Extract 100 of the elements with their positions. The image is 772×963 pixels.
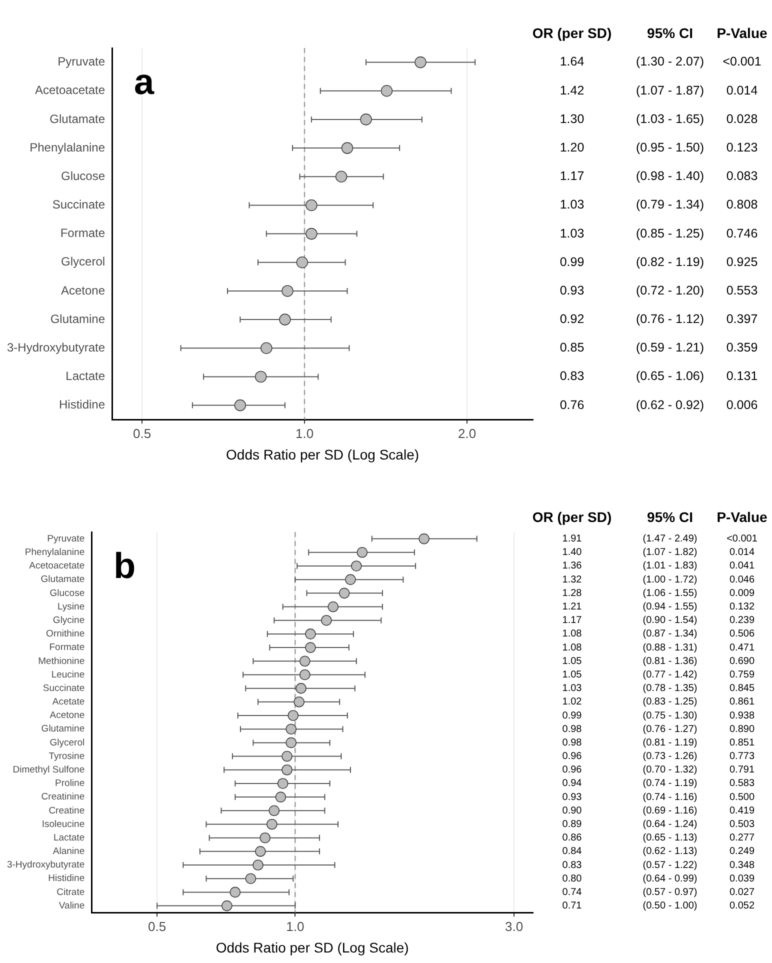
text: 0.759	[729, 669, 755, 680]
y-tick-label: Citrate	[56, 886, 85, 898]
data-label: 0.98	[562, 724, 582, 735]
text: 0.690	[729, 656, 755, 667]
text: 0.123	[726, 140, 758, 154]
text: (0.73 - 1.26)	[642, 751, 698, 762]
x-tick-label: 0.5	[132, 426, 152, 441]
text: (0.74 - 1.16)	[642, 792, 698, 803]
y-tick-label: Alanine	[52, 846, 85, 858]
data-label: 0.96	[562, 764, 582, 776]
data-label: 1.40	[562, 547, 582, 558]
y-tick-label: Glucose	[50, 588, 85, 599]
text: (0.69 - 1.16)	[642, 805, 698, 816]
data-label: 1.64	[560, 54, 584, 69]
text: 0.027	[729, 886, 755, 898]
y-tick-label: Ornithine	[46, 628, 85, 640]
text: (0.57 - 1.22)	[642, 860, 698, 871]
y-tick-label: Lysine	[58, 601, 85, 612]
y-tick-label: Succinate	[42, 682, 85, 694]
text: (1.01 - 1.83)	[642, 560, 698, 572]
x-tick-label: 1.0	[295, 426, 314, 441]
text: (0.78 - 1.35)	[642, 683, 698, 694]
y-tick-label: Formate	[49, 642, 85, 654]
text: (0.70 - 1.32)	[642, 764, 698, 776]
y-tick-label: Isoleucine	[42, 818, 85, 830]
data-label: 1.20	[560, 140, 584, 154]
y-tick-label: Tyrosine	[48, 750, 85, 762]
text: P-Value	[716, 24, 768, 41]
y-tick-label: Acetone	[60, 283, 106, 298]
text: 0.249	[729, 846, 755, 858]
text: 0.277	[729, 832, 755, 844]
y-tick-label: Lactate	[53, 832, 85, 844]
text: (0.98 - 1.40)	[636, 169, 704, 184]
data-label: 0.84	[562, 846, 582, 858]
data-label: 1.91	[562, 534, 582, 545]
text: (0.95 - 1.50)	[636, 140, 704, 154]
data-label: 0.99	[560, 254, 584, 269]
data-label: 0.94	[562, 778, 582, 790]
text: (0.64 - 0.99)	[642, 873, 698, 884]
data-label: 1.05	[562, 656, 582, 667]
data-label: 0.83	[560, 369, 584, 384]
text: (1.06 - 1.55)	[642, 588, 698, 599]
y-tick-label: Glycerol	[61, 254, 106, 269]
y-tick-label: Glycine	[52, 614, 85, 626]
y-tick-label: 3-Hydroxybutyrate	[6, 860, 85, 871]
text: 0.052	[729, 900, 755, 912]
text: (0.64 - 1.24)	[642, 818, 698, 830]
data-label: 1.36	[562, 560, 582, 572]
y-tick-label: Glutamate	[40, 574, 85, 586]
text: (1.07 - 1.87)	[636, 83, 704, 98]
data-label: 1.42	[560, 83, 584, 98]
text: 0.046	[729, 574, 755, 586]
text: 0.359	[726, 340, 758, 355]
text: (1.30 - 2.07)	[636, 54, 704, 69]
data-label: 0.86	[562, 832, 582, 844]
text: 0.419	[729, 805, 755, 816]
y-tick-label: Proline	[55, 778, 85, 790]
data-label: 0.96	[562, 751, 582, 762]
data-label: 0.90	[562, 805, 582, 816]
data-label: 0.93	[560, 283, 584, 298]
annotation: b	[114, 544, 136, 586]
y-tick-label: Glutamine	[41, 724, 85, 735]
data-label: 0.76	[560, 398, 584, 412]
text: 95% CI	[647, 24, 693, 41]
x-tick-label: 1.0	[286, 918, 304, 934]
x-axis-title: Odds Ratio per SD (Log Scale)	[216, 939, 409, 956]
text: 0.500	[729, 792, 755, 803]
text: (0.94 - 1.55)	[642, 602, 698, 613]
data-label: 1.05	[562, 669, 582, 680]
y-tick-label: Lactate	[66, 369, 106, 384]
text: (0.82 - 1.19)	[636, 254, 704, 269]
y-tick-label: Pyruvate	[47, 533, 85, 544]
y-tick-label: Histidine	[48, 873, 85, 884]
data-label: 1.21	[562, 602, 582, 613]
text: 0.845	[729, 683, 755, 694]
y-tick-label: Phenylalanine	[30, 140, 106, 154]
text: 0.583	[729, 778, 755, 790]
text: (0.76 - 1.12)	[636, 312, 704, 326]
text: (1.47 - 2.49)	[642, 534, 698, 545]
data-label: 0.71	[562, 900, 582, 912]
text: 0.041	[729, 560, 755, 572]
text: (0.74 - 1.19)	[642, 778, 698, 790]
y-tick-label: Valine	[58, 900, 85, 912]
data-label: 0.80	[562, 873, 582, 884]
text: (0.85 - 1.25)	[636, 226, 704, 240]
data-label: 0.92	[560, 312, 584, 326]
text: (0.65 - 1.06)	[636, 369, 704, 384]
text: 0.471	[729, 642, 755, 654]
text: 0.239	[729, 615, 755, 626]
text: 0.006	[726, 398, 758, 412]
data-label: 1.08	[562, 628, 582, 640]
text: (0.62 - 1.13)	[642, 846, 698, 858]
text: 0.890	[729, 724, 755, 735]
text: OR (per SD)	[532, 508, 612, 525]
text: (0.50 - 1.00)	[642, 900, 698, 912]
text: 0.861	[729, 696, 755, 708]
text: 0.132	[729, 602, 755, 613]
data-label: 0.93	[562, 792, 582, 803]
annotation: a	[134, 60, 156, 102]
text: 0.397	[726, 312, 758, 326]
